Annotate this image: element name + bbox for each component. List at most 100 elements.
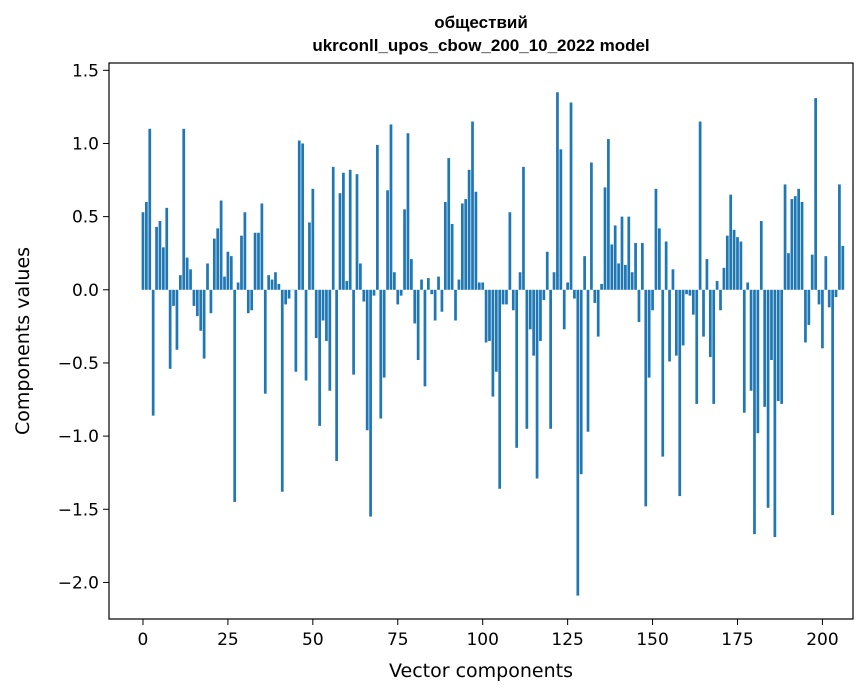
bar — [294, 289, 298, 372]
bar — [460, 203, 464, 290]
bar — [753, 289, 756, 535]
bar — [732, 229, 736, 290]
bar — [410, 259, 413, 290]
chart-title: обществий — [434, 13, 528, 32]
bar — [705, 259, 709, 290]
bar — [233, 289, 237, 502]
bar — [362, 289, 366, 302]
bar — [423, 289, 427, 387]
bar — [457, 279, 461, 290]
bar — [450, 223, 454, 290]
bar — [671, 269, 675, 290]
bar — [617, 263, 620, 290]
x-tick-label: 175 — [721, 630, 753, 650]
bar — [688, 289, 692, 296]
bar — [559, 149, 563, 290]
bar — [770, 289, 773, 361]
bar — [267, 275, 271, 290]
y-tick-label: 1.5 — [72, 61, 99, 81]
bar — [151, 289, 155, 416]
bar — [539, 289, 542, 341]
bar — [658, 228, 661, 290]
bar — [722, 267, 726, 290]
bar — [359, 263, 362, 290]
bar — [331, 166, 335, 290]
bar — [484, 289, 488, 343]
bar — [229, 256, 233, 290]
bar — [141, 212, 145, 290]
bar — [416, 289, 420, 361]
bar — [304, 289, 308, 381]
bar — [556, 92, 559, 290]
bar — [691, 289, 695, 315]
bar — [824, 256, 828, 290]
bar — [168, 289, 172, 369]
bar — [630, 272, 634, 290]
bar — [393, 272, 396, 290]
bar — [195, 289, 199, 317]
bar — [236, 282, 240, 290]
bar — [644, 289, 648, 507]
bar — [318, 289, 321, 426]
bar — [841, 245, 845, 290]
bar — [807, 289, 811, 325]
bar — [634, 242, 637, 290]
bar — [206, 263, 209, 290]
bar — [182, 128, 186, 290]
bar — [308, 222, 311, 290]
bar — [382, 289, 386, 378]
bar — [600, 283, 603, 290]
bar — [579, 289, 583, 475]
bar — [678, 289, 682, 497]
bar — [528, 289, 532, 330]
bar — [698, 121, 702, 290]
bar — [270, 279, 274, 290]
bar — [661, 289, 665, 457]
bar — [708, 289, 712, 358]
x-tick-label: 25 — [217, 630, 239, 650]
bar — [787, 253, 790, 290]
bar — [396, 289, 400, 305]
bar — [590, 162, 593, 290]
bar — [566, 282, 569, 290]
bar — [797, 188, 800, 290]
bar — [328, 289, 332, 391]
bar — [260, 203, 264, 290]
bar — [189, 269, 192, 290]
bar — [586, 289, 590, 432]
bar — [715, 281, 719, 290]
bar — [321, 289, 325, 321]
bar — [335, 289, 338, 461]
bar — [525, 289, 529, 429]
bar — [793, 196, 797, 290]
bar — [596, 289, 600, 337]
bar — [420, 279, 423, 290]
bar — [804, 289, 807, 343]
bar — [742, 289, 746, 413]
bar — [338, 193, 342, 290]
bar — [651, 289, 654, 311]
bar — [372, 289, 376, 296]
bar — [627, 216, 631, 290]
bar — [790, 199, 794, 290]
bar — [175, 289, 179, 350]
bar — [712, 289, 716, 404]
bar — [280, 289, 284, 492]
x-tick-label: 125 — [551, 630, 583, 650]
bar — [522, 166, 525, 290]
bar — [443, 202, 447, 290]
plot-frame — [108, 62, 854, 620]
bar — [297, 140, 301, 290]
bar — [739, 241, 743, 290]
bar — [488, 289, 491, 341]
bars-group — [141, 92, 845, 596]
bar — [172, 289, 175, 306]
bar — [148, 128, 152, 290]
bar — [212, 238, 216, 290]
x-axis-label: Vector components — [389, 660, 573, 682]
bar — [834, 289, 838, 298]
bar — [386, 190, 389, 290]
bar — [376, 144, 379, 290]
bar — [759, 221, 763, 290]
